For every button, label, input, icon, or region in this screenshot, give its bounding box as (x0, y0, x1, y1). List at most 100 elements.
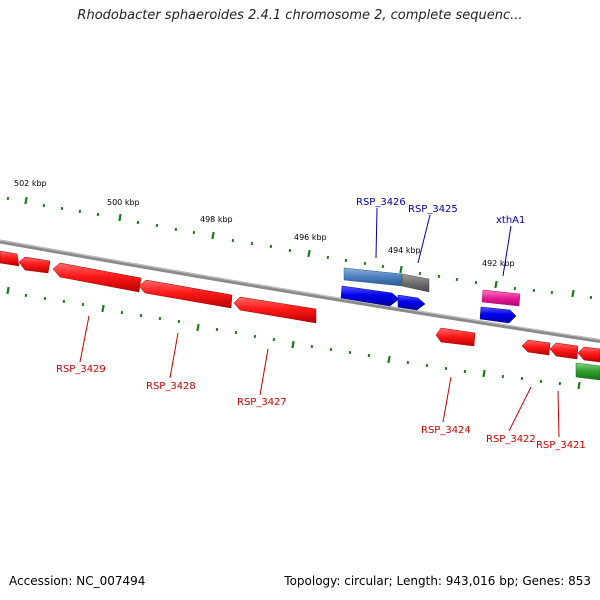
tick (367, 353, 371, 358)
gene-label-xtha1[interactable]: xthA1 (496, 215, 525, 226)
tick (329, 347, 333, 352)
tick (120, 310, 124, 315)
tick (437, 274, 441, 279)
tick-major (494, 280, 498, 289)
tick (177, 319, 181, 324)
tick (234, 330, 238, 335)
reverse-features (0, 250, 600, 381)
tick (155, 223, 159, 228)
map-title: Rhodobacter sphaeroides 2.4.1 chromosome… (77, 8, 523, 23)
tick (62, 299, 66, 304)
tick (444, 366, 448, 371)
scale-label: 498 kbp (200, 215, 233, 224)
tick (310, 344, 314, 349)
scale-label: 496 kbp (294, 233, 327, 242)
tick (272, 337, 276, 342)
tick (550, 290, 554, 295)
tick (513, 286, 517, 291)
tick (532, 288, 536, 293)
tick (231, 238, 235, 243)
gene-label-rsp-3421[interactable]: RSP_3421 (536, 440, 586, 451)
tick (474, 280, 478, 285)
tick (418, 271, 422, 276)
upper-tick-row (6, 196, 593, 300)
tick (60, 206, 64, 211)
leader-line-rsp-3427 (259, 348, 269, 396)
gene-arrow[interactable] (18, 256, 51, 274)
gene-rsp-3427-arrow[interactable] (233, 296, 317, 324)
leader-line-rsp-3422 (508, 386, 532, 432)
gene-rsp-3425-arrow[interactable] (397, 294, 426, 311)
lower-tick-row (6, 286, 581, 390)
leader-line-xtha1 (502, 225, 512, 277)
scale-labels: 502 kbp 500 kbp 498 kbp 496 kbp 494 kbp … (14, 179, 515, 268)
tick-major (482, 369, 486, 378)
tick (42, 203, 46, 208)
tick (425, 363, 429, 368)
scale-label: 500 kbp (107, 198, 140, 207)
gene-label-rsp-3422[interactable]: RSP_3422 (486, 434, 536, 445)
scale-label: 502 kbp (14, 179, 47, 188)
tick-major (211, 231, 215, 240)
tick (253, 334, 257, 339)
tick (192, 230, 196, 235)
tick (250, 241, 254, 246)
tick-major (24, 196, 28, 205)
tick (215, 327, 219, 332)
gene-rsp-3426-arrow[interactable] (340, 285, 400, 307)
gene-arrow[interactable] (549, 342, 579, 360)
tick (406, 360, 410, 365)
tick-major (399, 265, 403, 274)
tick (326, 255, 330, 260)
tick (269, 244, 273, 249)
tick (288, 248, 292, 253)
tick-major (291, 340, 295, 349)
tick (520, 376, 524, 381)
gene-label-rsp-3427[interactable]: RSP_3427 (237, 397, 287, 408)
gene-label-rsp-3428[interactable]: RSP_3428 (146, 381, 196, 392)
tick (381, 264, 385, 269)
gene-rsp-3428-arrow[interactable] (138, 279, 233, 309)
gene-label-rsp-3429[interactable]: RSP_3429 (56, 364, 106, 375)
gene-label-rsp-3425[interactable]: RSP_3425 (408, 204, 458, 215)
tick (558, 381, 562, 386)
tick (6, 196, 10, 201)
gene-rsp-3424-arrow[interactable] (435, 327, 476, 347)
gene-labels: RSP_3426 RSP_3425 xthA1 RSP_3429 RSP_342… (56, 197, 586, 451)
tick-major (118, 213, 122, 222)
gene-label-rsp-3426[interactable]: RSP_3426 (356, 197, 406, 208)
leader-line-rsp-3421 (557, 390, 560, 438)
label-leader-lines (79, 207, 560, 438)
tick-major (307, 249, 311, 258)
gene-rsp-3421-arrow[interactable] (577, 346, 600, 363)
blast-hit-bar-grey[interactable] (401, 273, 430, 293)
tick (539, 379, 543, 384)
tick (24, 293, 28, 298)
blast-hit-bar[interactable] (343, 267, 403, 287)
tick (463, 369, 467, 374)
scale-label: 494 kbp (388, 246, 421, 255)
gene-rsp-3429-arrow[interactable] (52, 262, 142, 293)
gene-rsp-3422-arrow[interactable] (521, 339, 551, 356)
rna-feature-bar[interactable] (481, 289, 521, 307)
tick (43, 296, 47, 301)
tick-major (387, 355, 391, 364)
genome-stats-text: Topology: circular; Length: 943,016 bp; … (284, 574, 591, 588)
tick (455, 277, 459, 282)
gene-arrow-partial[interactable] (0, 250, 20, 267)
leader-line-rsp-3425 (417, 214, 431, 264)
tick (501, 374, 505, 379)
tick (589, 295, 593, 300)
tick (96, 212, 100, 217)
other-feature-bar[interactable] (575, 362, 600, 381)
tick-major (101, 304, 105, 313)
gene-xtha1-arrow[interactable] (479, 306, 517, 324)
leader-line-rsp-3426 (375, 207, 378, 259)
tick (348, 350, 352, 355)
tick-major (6, 286, 10, 295)
tick (78, 209, 82, 214)
genome-backbone (0, 239, 600, 343)
tick (344, 258, 348, 263)
gene-label-rsp-3424[interactable]: RSP_3424 (421, 425, 471, 436)
